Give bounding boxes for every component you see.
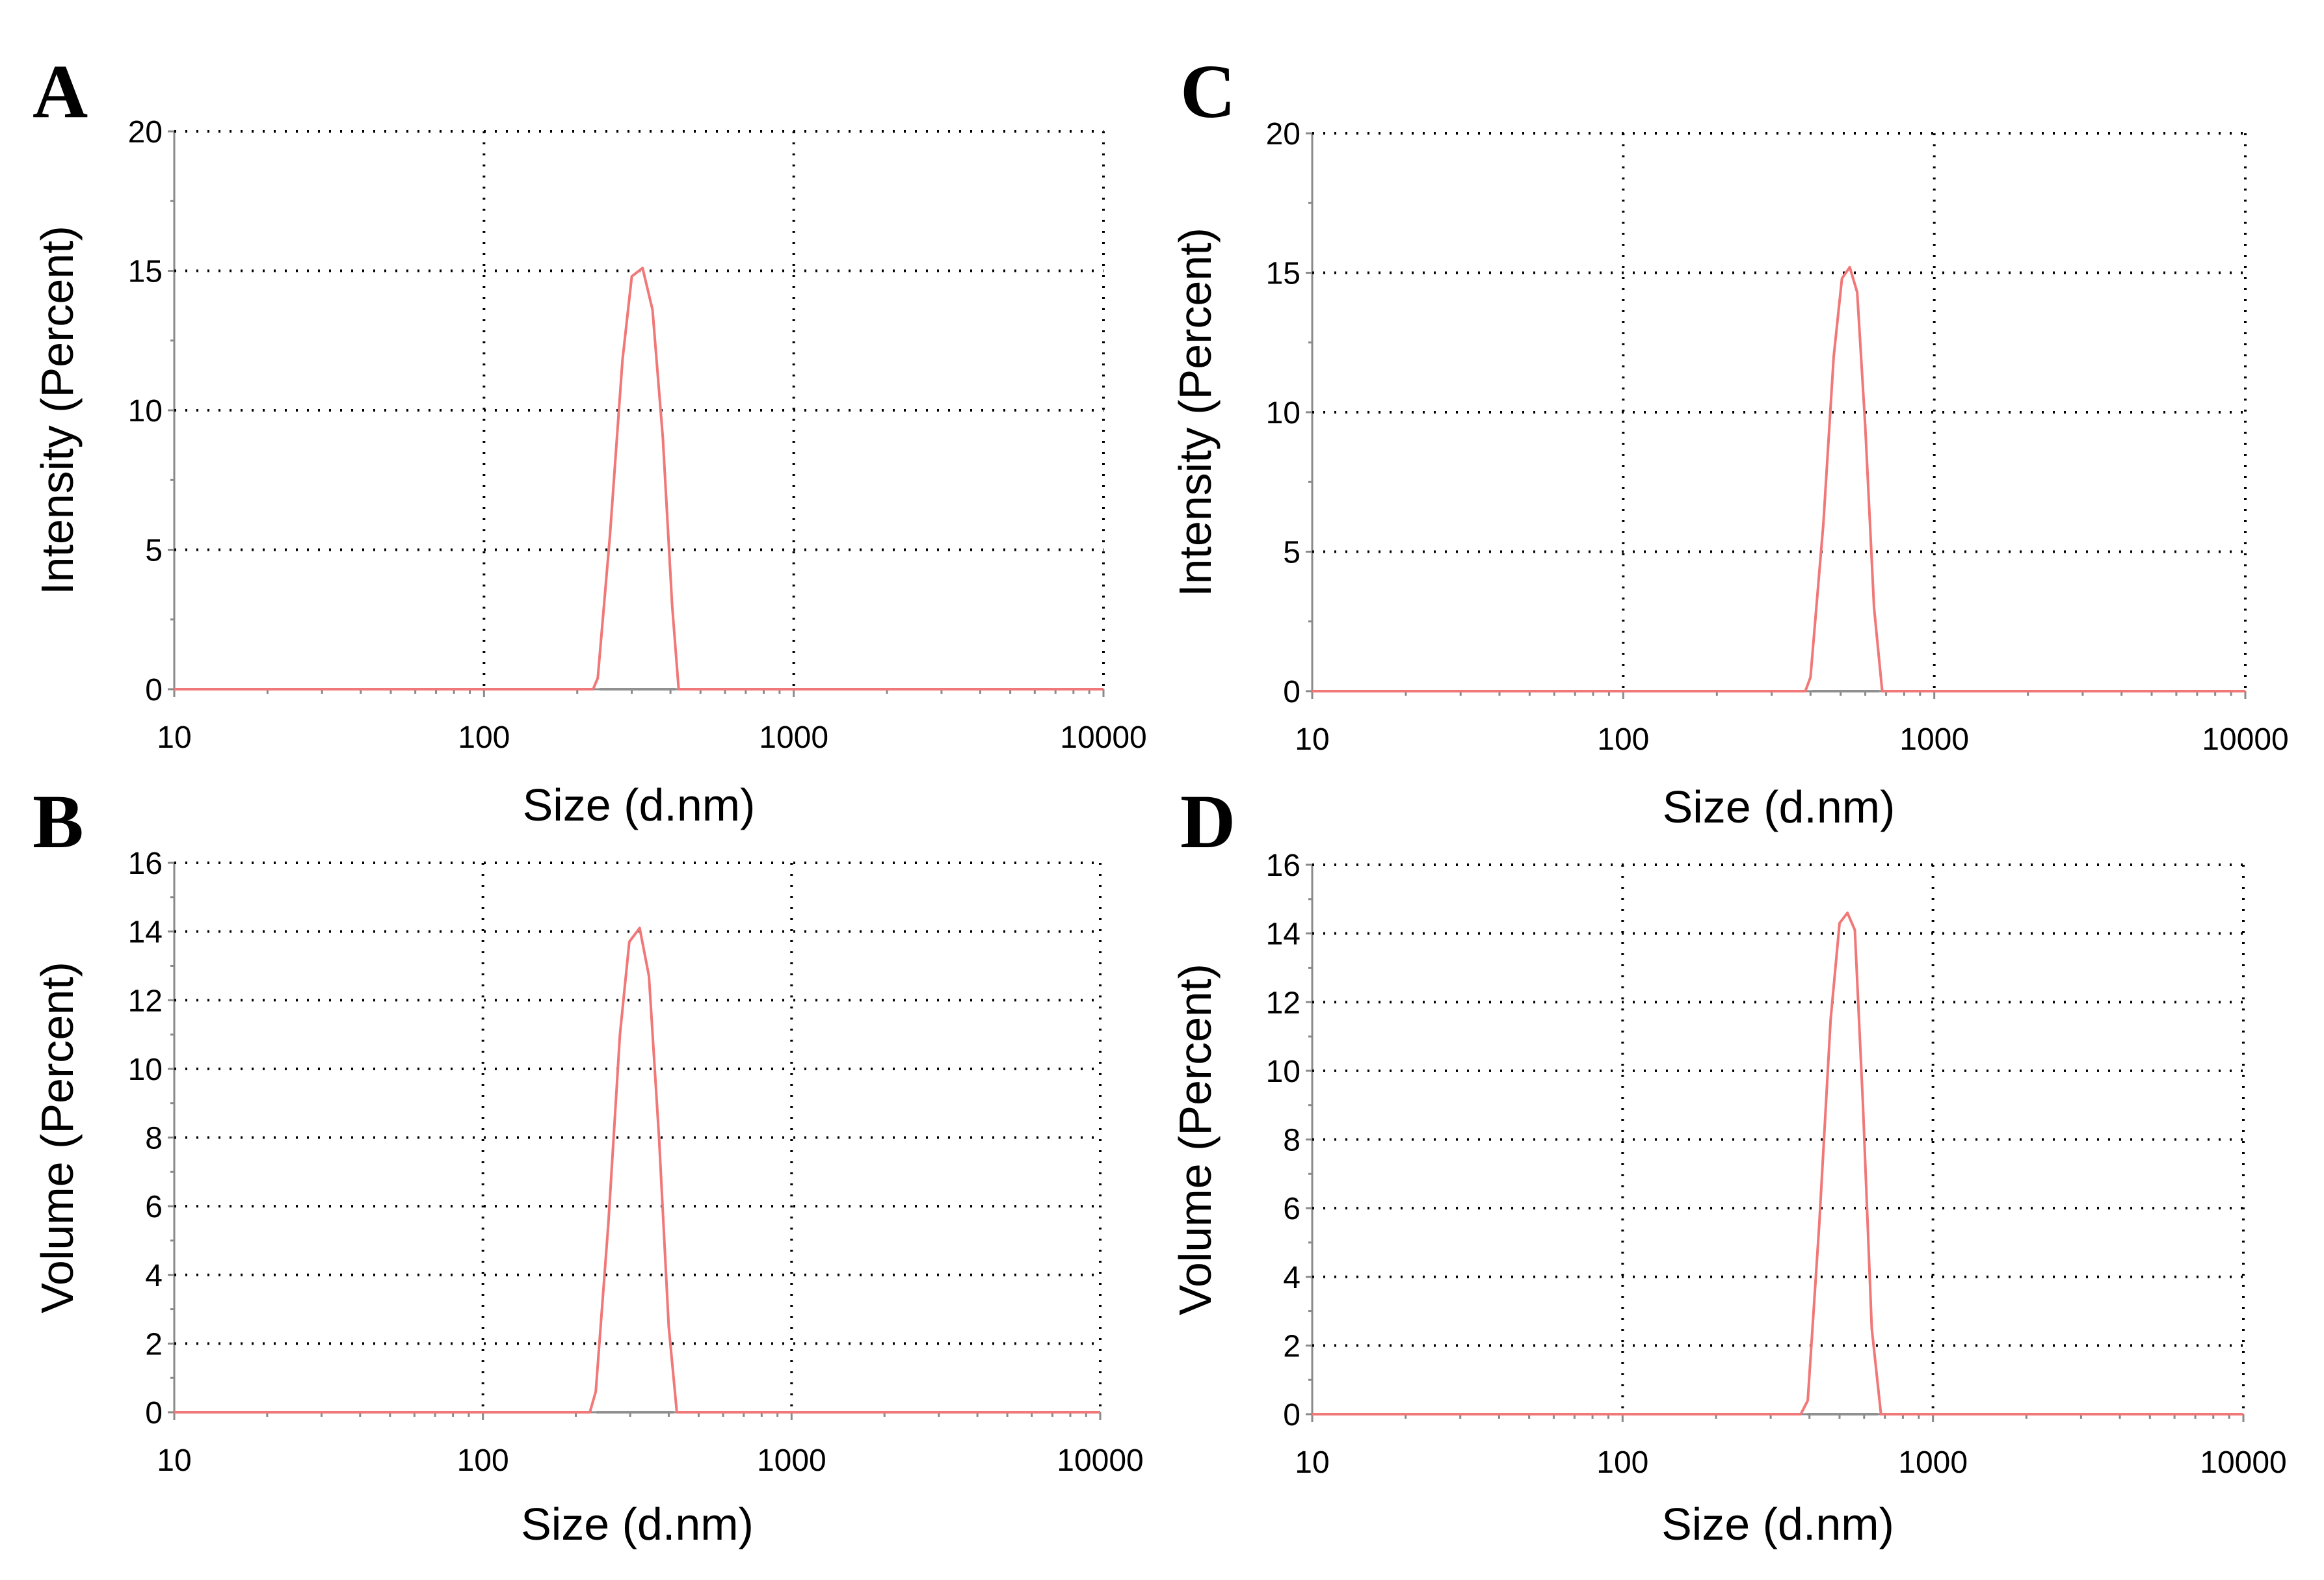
series-line	[1312, 911, 2243, 1415]
x-tick-label: 100	[458, 720, 510, 755]
chart-panel-d: D 0 2 4 6 8 10 12 14 16 10 100 1000 10000 Size (d.nm) V…	[1170, 779, 2287, 1549]
x-tick-label: 1000	[1898, 1445, 1968, 1480]
x-tick-label: 1000	[757, 1443, 826, 1478]
x-tick-label: 10000	[2200, 1445, 2286, 1480]
y-tick-label: 6	[1283, 1192, 1301, 1226]
y-tick-label: 2	[145, 1327, 163, 1362]
x-tick-label: 10	[1295, 1445, 1329, 1480]
y-tick-label: 4	[1283, 1261, 1301, 1295]
x-tick-label: 100	[457, 1443, 509, 1478]
y-tick-label: 5	[145, 534, 163, 568]
y-tick-label: 14	[1266, 917, 1301, 952]
y-tick-label: 8	[145, 1122, 163, 1156]
x-tick-label: 10000	[1057, 1443, 1143, 1478]
x-tick-label: 10	[157, 1443, 191, 1478]
x-tick-label: 100	[1597, 722, 1649, 757]
chart-panel-b: B 0 2 4 6 8 10 12 14 16 10 100 1000 10000 Size (d.nm) V…	[32, 779, 1144, 1549]
x-tick-label: 1000	[1899, 722, 1969, 757]
y-tick-label: 12	[128, 984, 163, 1018]
y-tick-label: 10	[128, 1053, 163, 1087]
panel-label: C	[1180, 49, 1235, 134]
y-tick-label: 0	[1283, 1398, 1301, 1432]
y-tick-label: 15	[1266, 257, 1301, 291]
x-axis-title: Size (d.nm)	[1663, 782, 1895, 832]
x-tick-label: 10000	[2202, 722, 2288, 757]
chart-panel-a: A 0 5 10 15 20 10 100 1000 10000 Size (d.nm) Intens…	[32, 49, 1147, 830]
y-tick-label: 8	[1283, 1124, 1301, 1158]
y-axis-title: Volume (Percent)	[1170, 964, 1221, 1315]
series-line	[174, 267, 1103, 691]
y-tick-label: 20	[128, 115, 163, 150]
y-tick-label: 10	[1266, 396, 1301, 430]
y-tick-label: 16	[1266, 849, 1301, 883]
x-tick-label: 10000	[1060, 720, 1146, 755]
y-axis-title: Intensity (Percent)	[1170, 228, 1221, 597]
y-tick-label: 0	[145, 673, 163, 707]
y-tick-label: 4	[145, 1259, 163, 1293]
chart-panel-c: C 0 5 10 15 20 10 100 1000 10000 Size (d.nm) Intens…	[1170, 49, 2289, 832]
y-tick-label: 6	[145, 1190, 163, 1224]
x-axis-title: Size (d.nm)	[521, 1499, 754, 1549]
y-tick-label: 10	[128, 394, 163, 428]
y-tick-label: 20	[1266, 117, 1301, 151]
x-axis-title: Size (d.nm)	[523, 780, 756, 830]
panel-label: D	[1180, 779, 1235, 864]
x-tick-label: 100	[1596, 1445, 1648, 1480]
y-tick-label: 14	[128, 915, 163, 950]
y-tick-label: 16	[128, 847, 163, 881]
y-tick-label: 2	[1283, 1329, 1301, 1363]
x-tick-label: 1000	[759, 720, 828, 755]
series-line	[1312, 265, 2245, 692]
x-axis-title: Size (d.nm)	[1661, 1499, 1894, 1549]
y-tick-label: 10	[1266, 1055, 1301, 1089]
panel-label: A	[33, 49, 88, 134]
y-tick-label: 0	[145, 1396, 163, 1430]
y-tick-label: 0	[1283, 675, 1301, 709]
y-tick-label: 5	[1283, 536, 1301, 570]
panel-label: B	[33, 779, 84, 864]
y-tick-label: 15	[128, 255, 163, 289]
x-tick-label: 10	[1295, 722, 1329, 757]
y-tick-label: 12	[1266, 986, 1301, 1020]
x-tick-label: 10	[157, 720, 191, 755]
series-line	[174, 927, 1100, 1414]
y-axis-title: Intensity (Percent)	[32, 226, 83, 595]
y-axis-title: Volume (Percent)	[32, 962, 83, 1313]
